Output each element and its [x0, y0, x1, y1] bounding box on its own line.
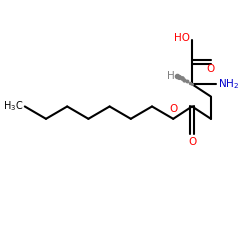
- Text: H$_3$C: H$_3$C: [3, 100, 24, 113]
- Text: H: H: [167, 70, 175, 81]
- Text: NH$_2$: NH$_2$: [218, 77, 239, 91]
- Text: O: O: [188, 137, 196, 147]
- Text: O: O: [169, 104, 177, 115]
- Text: O: O: [207, 64, 215, 74]
- Text: HO: HO: [174, 34, 190, 43]
